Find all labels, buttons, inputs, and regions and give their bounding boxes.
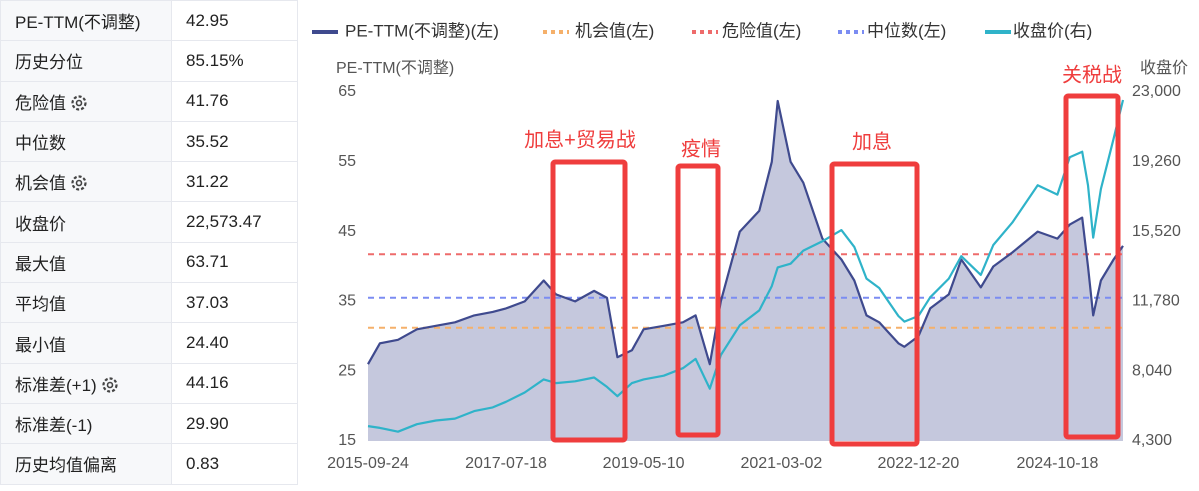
row-label: 收盘价 — [0, 201, 172, 243]
table-row: 标准差(-1) 29.90 — [0, 402, 298, 445]
y2-tick-label: 15,520 — [1132, 223, 1181, 240]
row-value: 35.52 — [171, 120, 298, 163]
row-label: 标准差(-1) — [0, 402, 172, 445]
row-label: 最小值 — [0, 322, 172, 364]
cell-text: 31.22 — [186, 171, 229, 191]
table-row: 历史均值偏离 0.83 — [0, 443, 298, 485]
table-row: PE-TTM(不调整) 42.95 — [0, 0, 298, 42]
area — [368, 101, 1123, 441]
settings-icon[interactable] — [101, 376, 119, 394]
row-value: 85.15% — [171, 40, 298, 82]
x-tick-label: 2015-09-24 — [327, 455, 409, 472]
cell-text: 标准差(+1) — [15, 375, 97, 395]
y-tick-label: 65 — [338, 83, 356, 100]
cell-text: 历史均值偏离 — [15, 456, 117, 476]
stats-table: PE-TTM(不调整) 42.95 历史分位 85.15% 危险值 41.76 中位数 35.… — [0, 0, 298, 485]
cell-text: 41.76 — [186, 91, 229, 111]
cell-text: 22,573.47 — [186, 212, 262, 232]
x-tick-label: 2024-10-18 — [1017, 455, 1099, 472]
row-value: 42.95 — [171, 0, 298, 42]
line — [367, 99, 1124, 366]
cell-text: 63.71 — [186, 252, 229, 272]
row-label: 平均值 — [0, 282, 172, 324]
x-tick-label: 2021-03-02 — [740, 455, 822, 472]
y-tick-label: 25 — [338, 362, 356, 379]
legend-label[interactable]: PE-TTM(不调整)(左) — [345, 21, 499, 40]
row-value: 29.90 — [171, 402, 298, 445]
y-axis-title: PE-TTM(不调整) — [336, 59, 454, 77]
row-label: 历史均值偏离 — [0, 443, 172, 485]
row-value: 31.22 — [171, 161, 298, 203]
x-tick-label: 2019-05-10 — [603, 455, 685, 472]
settings-icon[interactable] — [70, 94, 88, 112]
cell-text: 35.52 — [186, 131, 229, 151]
y-tick-label: 15 — [338, 432, 356, 449]
cell-text: 历史分位 — [15, 53, 83, 73]
y2-tick-label: 8,040 — [1132, 362, 1172, 379]
cell-text: 24.40 — [186, 333, 229, 353]
row-label: 最大值 — [0, 241, 172, 284]
y-tick-label: 55 — [338, 153, 356, 170]
annotation-box — [675, 163, 721, 438]
cell-text: 危险值 — [15, 93, 66, 113]
table-row: 历史分位 85.15% — [0, 40, 298, 82]
x-tick-label: 2017-07-18 — [465, 455, 547, 472]
cell-text: 42.95 — [186, 10, 229, 30]
table-row: 危险值 41.76 — [0, 80, 298, 122]
row-label: 危险值 — [0, 80, 172, 122]
cell-text: 0.83 — [186, 453, 220, 473]
y2-axis-title: 收盘价 — [1140, 58, 1188, 77]
row-value: 41.76 — [171, 80, 298, 122]
y2-tick-label: 19,260 — [1132, 153, 1181, 170]
annotation-label: 疫情 — [681, 137, 721, 160]
row-value: 37.03 — [171, 282, 298, 324]
y-tick-label: 35 — [338, 293, 356, 310]
cell-text: 标准差(-1) — [15, 416, 93, 436]
annotation-box — [1063, 93, 1121, 440]
cell-text: 最大值 — [15, 254, 66, 274]
settings-icon[interactable] — [70, 174, 88, 192]
annotation-label: 关税战 — [1062, 63, 1122, 86]
row-label: 历史分位 — [0, 40, 172, 82]
cell-text: 收盘价 — [15, 214, 66, 234]
legend-label[interactable]: 收盘价(右) — [1013, 21, 1092, 40]
y2-tick-label: 23,000 — [1132, 83, 1181, 100]
table-row: 平均值 37.03 — [0, 282, 298, 324]
row-label: PE-TTM(不调整) — [0, 0, 172, 42]
cell-text: 中位数 — [15, 134, 66, 154]
cell-text: 85.15% — [186, 50, 244, 70]
cell-text: 44.16 — [186, 373, 229, 393]
legend-label[interactable]: 机会值(左) — [575, 21, 654, 40]
legend-label[interactable]: 危险值(左) — [722, 21, 801, 40]
cell-text: PE-TTM(不调整) — [15, 13, 141, 33]
y2-tick-label: 4,300 — [1132, 432, 1172, 449]
table-row: 最小值 24.40 — [0, 322, 298, 364]
annotation-label: 加息+贸易战 — [524, 128, 636, 151]
x-tick-label: 2022-12-20 — [877, 455, 959, 472]
row-label: 机会值 — [0, 161, 172, 203]
row-value: 22,573.47 — [171, 201, 298, 243]
annotation-box — [550, 159, 628, 443]
table-row: 收盘价 22,573.47 — [0, 201, 298, 243]
y-tick-label: 45 — [338, 223, 356, 240]
cell-text: 29.90 — [186, 413, 229, 433]
annotation-box — [829, 161, 920, 447]
line — [367, 99, 1125, 433]
annotation-label: 加息 — [852, 130, 892, 153]
row-value: 44.16 — [171, 362, 298, 404]
row-value: 24.40 — [171, 322, 298, 364]
row-value: 0.83 — [171, 443, 298, 485]
cell-text: 平均值 — [15, 295, 66, 315]
cell-text: 机会值 — [15, 174, 66, 194]
table-row: 机会值 31.22 — [0, 161, 298, 203]
y2-tick-label: 11,780 — [1132, 293, 1180, 310]
cell-text: 最小值 — [15, 335, 66, 355]
cell-text: 37.03 — [186, 292, 229, 312]
legend-label[interactable]: 中位数(左) — [867, 21, 946, 40]
